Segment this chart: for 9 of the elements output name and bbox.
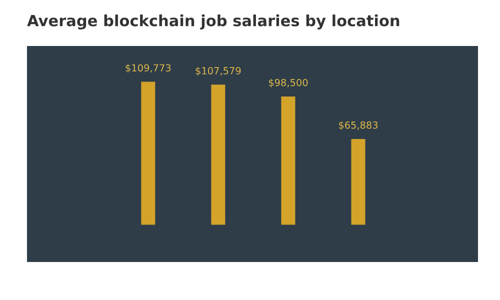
bar — [281, 96, 296, 225]
bar — [141, 82, 156, 225]
chart-title: Average blockchain job salaries by location — [27, 14, 400, 30]
bar — [351, 138, 366, 225]
data-label: $98,500 — [268, 78, 308, 88]
data-label: $65,883 — [338, 121, 378, 130]
bar — [211, 84, 226, 225]
data-label: $109,773 — [126, 64, 171, 73]
data-label: $107,579 — [196, 66, 241, 76]
